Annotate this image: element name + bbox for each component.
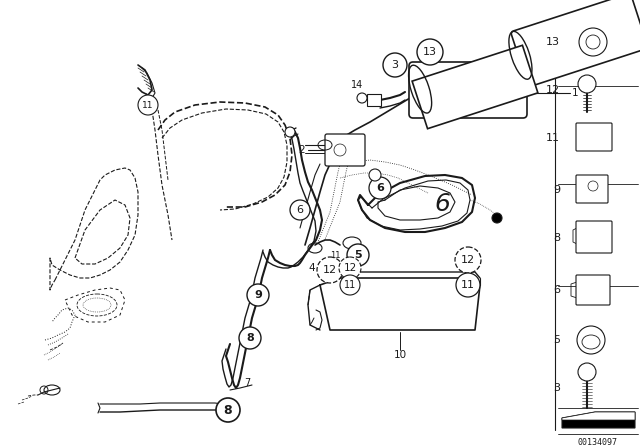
- Circle shape: [247, 284, 269, 306]
- FancyBboxPatch shape: [576, 221, 612, 253]
- Circle shape: [369, 169, 381, 181]
- Circle shape: [285, 127, 295, 137]
- Text: 13: 13: [546, 37, 560, 47]
- Circle shape: [578, 363, 596, 381]
- Text: 3: 3: [392, 60, 399, 70]
- Text: 3: 3: [553, 383, 560, 393]
- Polygon shape: [412, 45, 538, 129]
- Text: 00134097: 00134097: [577, 438, 617, 447]
- Circle shape: [347, 244, 369, 266]
- Text: 1: 1: [572, 88, 579, 98]
- FancyBboxPatch shape: [511, 0, 640, 86]
- Circle shape: [339, 257, 361, 279]
- Text: 8: 8: [224, 404, 232, 417]
- Text: 12: 12: [323, 265, 337, 275]
- FancyBboxPatch shape: [367, 94, 381, 106]
- Circle shape: [290, 200, 310, 220]
- Text: 11: 11: [344, 280, 356, 290]
- Circle shape: [383, 53, 407, 77]
- Text: 6: 6: [376, 183, 384, 193]
- Circle shape: [456, 273, 480, 297]
- Text: 13: 13: [423, 47, 437, 57]
- Text: 11: 11: [546, 133, 560, 143]
- FancyBboxPatch shape: [576, 123, 612, 151]
- Circle shape: [417, 39, 443, 65]
- Text: 5: 5: [553, 335, 560, 345]
- Text: 8: 8: [246, 333, 254, 343]
- Text: 2: 2: [298, 145, 305, 155]
- Polygon shape: [562, 412, 635, 428]
- Text: 8: 8: [553, 233, 560, 243]
- Circle shape: [578, 75, 596, 93]
- Text: 12: 12: [461, 255, 475, 265]
- FancyBboxPatch shape: [576, 175, 608, 203]
- Polygon shape: [562, 412, 635, 420]
- Circle shape: [138, 95, 158, 115]
- Circle shape: [579, 28, 607, 56]
- FancyBboxPatch shape: [576, 275, 610, 305]
- Text: 12: 12: [344, 263, 356, 273]
- Text: 6: 6: [296, 205, 303, 215]
- Text: 9: 9: [553, 185, 560, 195]
- Circle shape: [334, 144, 346, 156]
- Text: 14: 14: [351, 80, 363, 90]
- Text: 7: 7: [244, 378, 250, 388]
- Circle shape: [340, 275, 360, 295]
- Circle shape: [577, 326, 605, 354]
- Circle shape: [492, 213, 502, 223]
- Circle shape: [455, 247, 481, 273]
- FancyBboxPatch shape: [325, 134, 365, 166]
- Text: 10: 10: [394, 350, 406, 360]
- Circle shape: [239, 327, 261, 349]
- Text: 11: 11: [461, 280, 475, 290]
- Text: 11: 11: [142, 100, 154, 109]
- Text: 6: 6: [434, 192, 450, 216]
- Text: 6: 6: [553, 285, 560, 295]
- Circle shape: [357, 93, 367, 103]
- Text: 5: 5: [354, 250, 362, 260]
- Text: 9: 9: [254, 290, 262, 300]
- Text: 4: 4: [308, 263, 315, 273]
- Text: 12: 12: [546, 85, 560, 95]
- FancyBboxPatch shape: [409, 62, 527, 118]
- Circle shape: [586, 35, 600, 49]
- Text: 11: 11: [330, 250, 340, 259]
- Circle shape: [317, 257, 343, 283]
- Circle shape: [216, 398, 240, 422]
- Circle shape: [588, 181, 598, 191]
- Circle shape: [369, 177, 391, 199]
